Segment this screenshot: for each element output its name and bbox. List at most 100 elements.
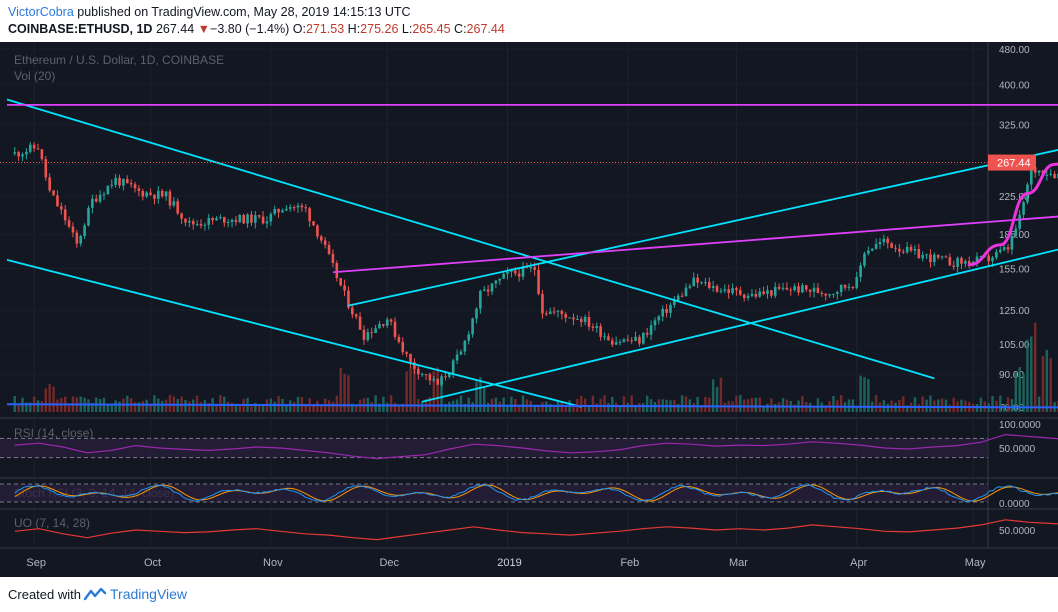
candle-body — [490, 283, 494, 292]
candle-body — [754, 294, 758, 297]
author-link[interactable]: VictorCobra — [8, 5, 74, 19]
candle-body — [467, 334, 471, 341]
volume-bar — [378, 403, 381, 412]
candle-body — [455, 354, 459, 361]
candle-body — [358, 316, 362, 330]
candle-body — [812, 287, 816, 292]
candle-body — [995, 251, 998, 258]
high-value: 275.26 — [360, 22, 399, 36]
tradingview-logo-icon — [84, 587, 106, 601]
candle-body — [184, 218, 187, 223]
candle-body — [382, 324, 385, 326]
candle-body — [1022, 202, 1025, 215]
volume-bar — [207, 403, 210, 412]
candle-body — [13, 152, 17, 154]
volume-bar — [506, 406, 509, 412]
candle-body — [878, 242, 882, 245]
volume-bar — [704, 397, 707, 412]
candle-body — [735, 288, 738, 291]
volume-bar — [793, 404, 796, 412]
candle-body — [339, 278, 342, 286]
y-tick-label: 400.00 — [999, 80, 1030, 91]
chart-canvas[interactable]: SepOctNovDec2019FebMarAprMayJunJul480.00… — [0, 42, 1058, 577]
candle-body — [444, 376, 447, 378]
candle-body — [909, 246, 913, 251]
candle-body — [832, 293, 835, 295]
candle-body — [25, 151, 28, 155]
rsi-tick-label: 50.0000 — [999, 444, 1036, 455]
magenta-trend — [332, 215, 1058, 274]
volume-bar — [1041, 356, 1045, 412]
volume-bar — [999, 395, 1002, 412]
candle-body — [579, 318, 583, 323]
candle-body — [572, 317, 575, 320]
volume-bar — [432, 371, 435, 412]
candle-body — [948, 257, 952, 266]
candle-body — [335, 262, 339, 279]
candle-body — [750, 294, 754, 296]
candle-body — [486, 289, 490, 292]
candle-body — [145, 192, 148, 197]
candle-body — [316, 225, 319, 237]
volume-bar — [56, 399, 59, 412]
candle-body — [304, 207, 308, 209]
volume-bar — [234, 405, 238, 412]
candle-body — [967, 261, 971, 266]
volume-bar — [715, 386, 719, 412]
volume-bar — [339, 367, 342, 412]
volume-bar — [1010, 399, 1014, 412]
x-tick-label: Nov — [263, 557, 283, 569]
volume-bar — [564, 405, 567, 412]
volume-bar — [758, 397, 761, 412]
candle-body — [75, 232, 79, 244]
volume-bar — [67, 405, 71, 412]
candle-body — [424, 374, 428, 376]
candle-body — [898, 248, 901, 252]
volume-bar — [471, 402, 474, 412]
volume-bar — [420, 401, 424, 412]
candle-body — [327, 244, 331, 254]
volume-bar — [750, 397, 754, 412]
candle-body — [723, 289, 727, 291]
candle-body — [129, 183, 133, 185]
volume-bar — [137, 402, 141, 412]
volume-bar — [700, 405, 703, 412]
candle-body — [308, 208, 311, 222]
candle-body — [913, 249, 917, 251]
volume-bar — [944, 399, 948, 412]
volume-bar — [145, 399, 148, 412]
candle-body — [618, 341, 622, 343]
candle-body — [828, 294, 831, 296]
volume-bar — [230, 402, 234, 412]
volume-bar — [929, 395, 932, 412]
volume-bar — [696, 397, 699, 412]
candle-body — [226, 221, 230, 223]
ascending-channel-upper — [348, 149, 1058, 307]
candle-body — [804, 285, 808, 290]
volume-bar — [261, 404, 265, 412]
price-change: −3.80 (−1.4%) — [210, 22, 290, 36]
candle-body — [215, 218, 218, 221]
volume-bar — [199, 402, 203, 412]
symbol-label: COINBASE:ETHUSD, 1D — [8, 22, 153, 36]
candle-body — [925, 254, 928, 256]
projection-curve — [967, 162, 1058, 267]
volume-bar — [948, 404, 952, 412]
candle-body — [964, 261, 967, 264]
volume-bar — [444, 403, 447, 412]
y-tick-label: 480.00 — [999, 45, 1030, 56]
candle-body — [149, 192, 152, 195]
candle-body — [40, 149, 44, 160]
candle-body — [269, 213, 273, 222]
candle-body — [191, 221, 195, 225]
candle-body — [785, 287, 789, 290]
volume-bar — [498, 401, 501, 412]
candle-body — [285, 208, 288, 211]
publish-line: VictorCobra published on TradingView.com… — [8, 5, 411, 19]
chart-area[interactable]: SepOctNovDec2019FebMarAprMayJunJul480.00… — [0, 42, 1058, 577]
tradingview-brand[interactable]: TradingView — [84, 586, 187, 602]
candle-body — [630, 340, 633, 342]
candle-body — [370, 332, 374, 334]
candle-body — [157, 190, 160, 199]
candle-body — [521, 266, 525, 277]
